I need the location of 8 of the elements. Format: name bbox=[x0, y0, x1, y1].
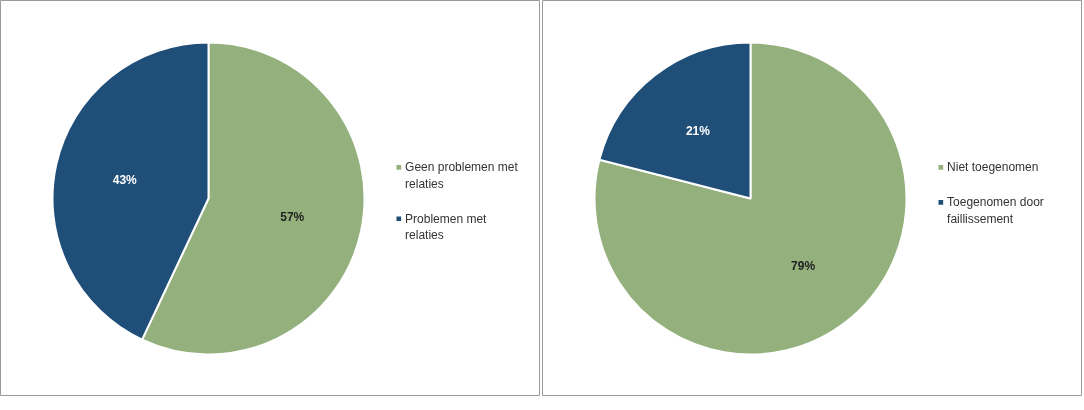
data-label: 43% bbox=[112, 172, 138, 187]
legend-label: Toegenomen door faillissement bbox=[947, 195, 1044, 226]
data-label: 79% bbox=[791, 259, 816, 274]
data-label: 57% bbox=[280, 210, 305, 225]
legend-label: Niet toegenomen bbox=[947, 160, 1039, 175]
data-label: 21% bbox=[685, 123, 711, 138]
legend-label: Geen problemen met relaties bbox=[405, 160, 519, 191]
legend-label: Problemen met relaties bbox=[405, 211, 488, 243]
